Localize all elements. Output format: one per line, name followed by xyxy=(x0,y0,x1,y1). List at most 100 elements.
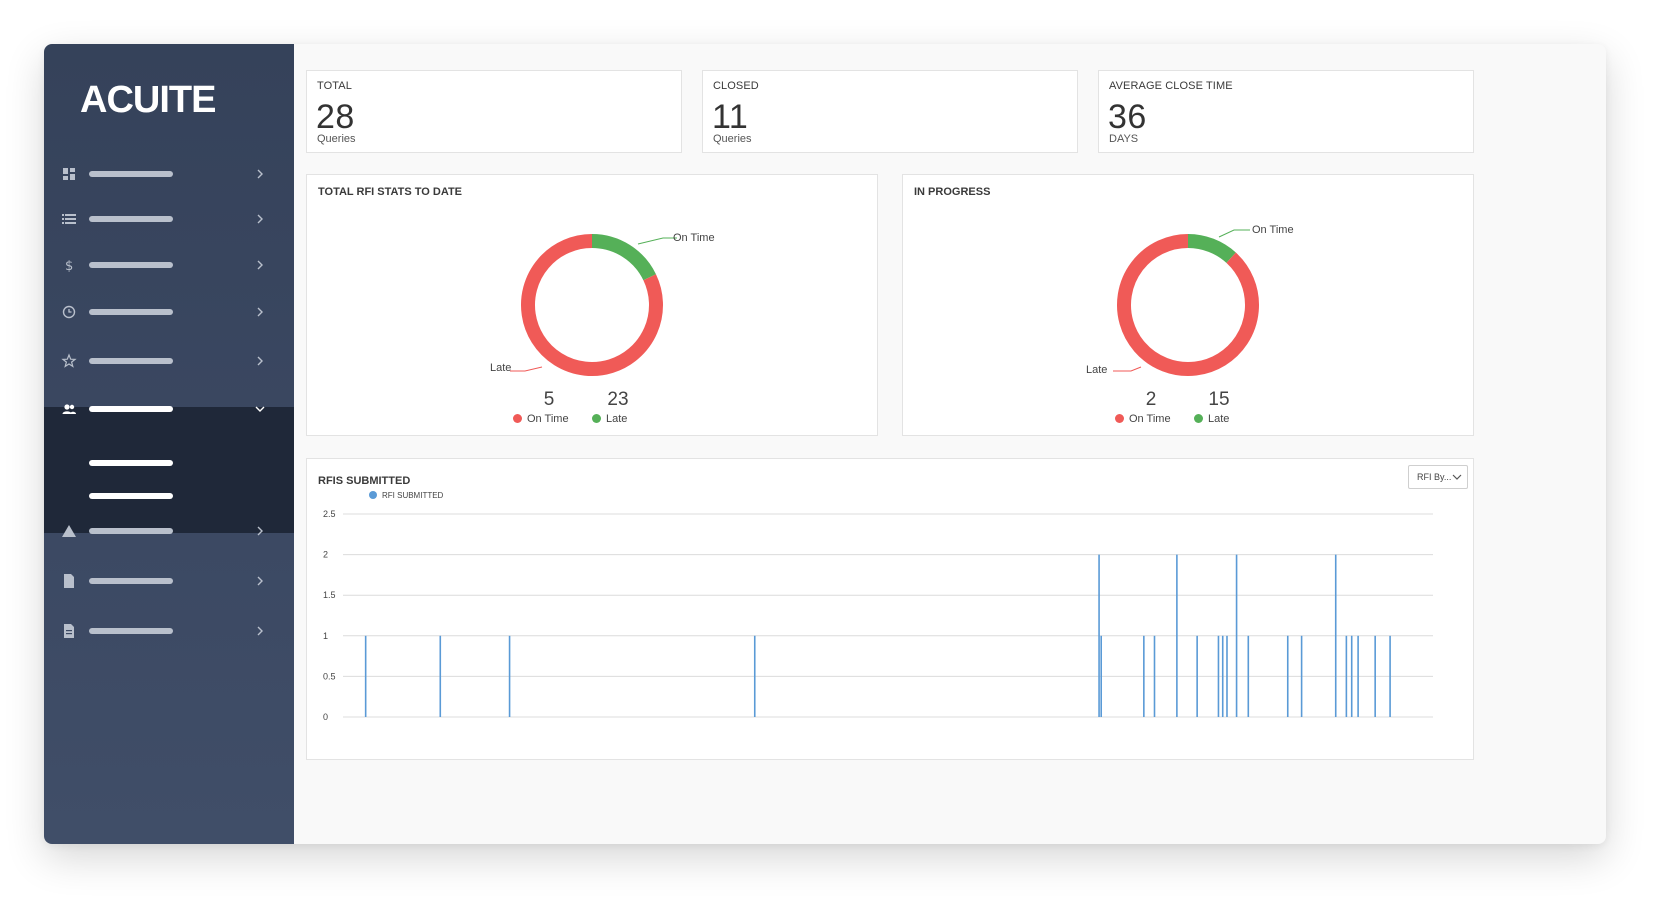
legend-label: On Time xyxy=(527,413,569,425)
legend-label: Late xyxy=(1208,413,1230,425)
sidebar-item-label xyxy=(89,171,173,177)
sidebar-subitem-1[interactable] xyxy=(89,460,173,466)
donut-slice-late[interactable] xyxy=(1117,234,1259,376)
y-tick-label: 1.5 xyxy=(323,590,336,600)
donut-chart xyxy=(510,234,677,376)
stat-unit: DAYS xyxy=(1109,133,1139,145)
panel-title: RFIS SUBMITTED xyxy=(318,475,411,487)
y-tick-label: 2 xyxy=(323,550,328,560)
rfis-bar-chart: 0 0.5 1 1.5 2 2.5 xyxy=(323,509,1433,722)
legend-dot xyxy=(1194,414,1203,423)
chevron-right-icon xyxy=(257,214,263,224)
stat-card-average-close-time: AVERAGE CLOSE TIME 36 DAYS xyxy=(1098,70,1474,153)
stat-unit: Queries xyxy=(317,133,356,145)
late-legend[interactable]: Late xyxy=(1194,413,1229,425)
panel-title: TOTAL RFI STATS TO DATE xyxy=(318,186,463,198)
total-rfi-stats-panel: TOTAL RFI STATS TO DATE On Time Late 5 2… xyxy=(306,174,878,436)
sidebar-item-label xyxy=(89,528,173,534)
series-legend[interactable]: RFI SUBMITTED xyxy=(369,491,443,500)
y-tick-label: 0.5 xyxy=(323,671,336,681)
sidebar-subitem-2[interactable] xyxy=(89,493,173,499)
dropdown-value: RFI By... xyxy=(1417,472,1452,482)
on-time-callout-line xyxy=(1218,229,1250,238)
stat-card-total: TOTAL 28 Queries xyxy=(306,70,682,153)
sidebar-active-section xyxy=(44,407,294,533)
late-callout: Late xyxy=(490,362,512,374)
logo-text: ACUITE xyxy=(80,79,215,120)
file-icon xyxy=(64,574,74,588)
late-callout-line xyxy=(510,366,543,372)
sidebar-item-label xyxy=(89,628,173,634)
svg-text:$: $ xyxy=(65,259,73,273)
on-time-callout: On Time xyxy=(673,232,715,244)
late-callout-line xyxy=(1113,366,1142,372)
sidebar-item-list[interactable] xyxy=(44,199,294,239)
chevron-right-icon xyxy=(257,356,263,366)
legend-dot xyxy=(369,491,377,499)
stat-value: 11 xyxy=(712,98,749,136)
on-time-callout: On Time xyxy=(1252,224,1294,236)
on-time-legend[interactable]: On Time xyxy=(1115,413,1171,425)
on-time-count: 5 xyxy=(543,389,555,410)
acuite-logo[interactable]: ACUITE xyxy=(80,76,256,120)
chevron-right-icon xyxy=(257,307,263,317)
sidebar-item-clock[interactable] xyxy=(44,292,294,332)
sidebar-item-document[interactable] xyxy=(44,611,294,651)
sidebar-item-label xyxy=(89,216,173,222)
chevron-right-icon xyxy=(257,169,263,179)
sidebar-item-file[interactable] xyxy=(44,561,294,601)
legend-label: On Time xyxy=(1129,413,1171,425)
chevron-right-icon xyxy=(257,626,263,636)
legend-label: Late xyxy=(606,413,628,425)
donut-slice-on-time[interactable] xyxy=(591,234,656,281)
stat-value: 28 xyxy=(316,98,355,136)
late-callout: Late xyxy=(1086,364,1108,376)
late-count: 15 xyxy=(1208,389,1230,410)
app-window: ACUITE $ TOTAL 28 Queries CLOSED 11 Quer… xyxy=(44,44,1606,844)
warning-icon xyxy=(62,525,76,537)
late-legend[interactable]: Late xyxy=(592,413,627,425)
legend-dot xyxy=(592,414,601,423)
sidebar-item-warning[interactable] xyxy=(44,511,294,551)
legend-label: RFI SUBMITTED xyxy=(382,491,444,500)
donut-chart xyxy=(1113,229,1259,376)
chevron-down-icon xyxy=(1452,474,1462,480)
dashboard-icon xyxy=(63,168,75,180)
legend-dot xyxy=(1115,414,1124,423)
rfis-submitted-panel: RFIS SUBMITTED RFI SUBMITTED RFI By... 0… xyxy=(306,458,1474,760)
stat-label: AVERAGE CLOSE TIME xyxy=(1109,80,1233,92)
stat-card-closed: CLOSED 11 Queries xyxy=(702,70,1078,153)
sidebar-item-label xyxy=(89,309,173,315)
y-tick-label: 2.5 xyxy=(323,509,336,519)
sidebar-item-dashboard[interactable] xyxy=(44,154,294,194)
on-time-count: 2 xyxy=(1145,389,1157,410)
clock-icon xyxy=(62,305,76,319)
y-tick-label: 0 xyxy=(323,712,328,722)
donut-slice-on-time[interactable] xyxy=(1187,234,1236,264)
dollar-icon: $ xyxy=(65,259,73,273)
sidebar-item-label xyxy=(89,358,173,364)
stat-label: TOTAL xyxy=(317,80,352,92)
chevron-right-icon xyxy=(257,576,263,586)
sidebar-item-label xyxy=(89,578,173,584)
sidebar-item-users[interactable] xyxy=(44,389,294,429)
list-icon xyxy=(62,214,76,224)
sidebar-item-star[interactable] xyxy=(44,341,294,381)
sidebar: ACUITE $ xyxy=(44,44,294,844)
late-count: 23 xyxy=(607,389,629,410)
document-icon xyxy=(64,624,74,638)
in-progress-panel: IN PROGRESS On Time Late 2 15 On Time La… xyxy=(902,174,1474,436)
stat-value: 36 xyxy=(1108,98,1147,136)
donut-slice-late[interactable] xyxy=(521,234,663,376)
panel-title: IN PROGRESS xyxy=(914,186,991,198)
on-time-callout-line xyxy=(637,237,677,245)
stat-label: CLOSED xyxy=(713,80,759,92)
sidebar-item-label xyxy=(89,262,173,268)
users-icon xyxy=(62,404,76,414)
on-time-legend[interactable]: On Time xyxy=(513,413,569,425)
stat-unit: Queries xyxy=(713,133,752,145)
sidebar-item-dollar[interactable]: $ xyxy=(44,245,294,285)
chevron-right-icon xyxy=(257,526,263,536)
rfi-by-dropdown[interactable]: RFI By... xyxy=(1408,465,1468,489)
legend-dot xyxy=(513,414,522,423)
